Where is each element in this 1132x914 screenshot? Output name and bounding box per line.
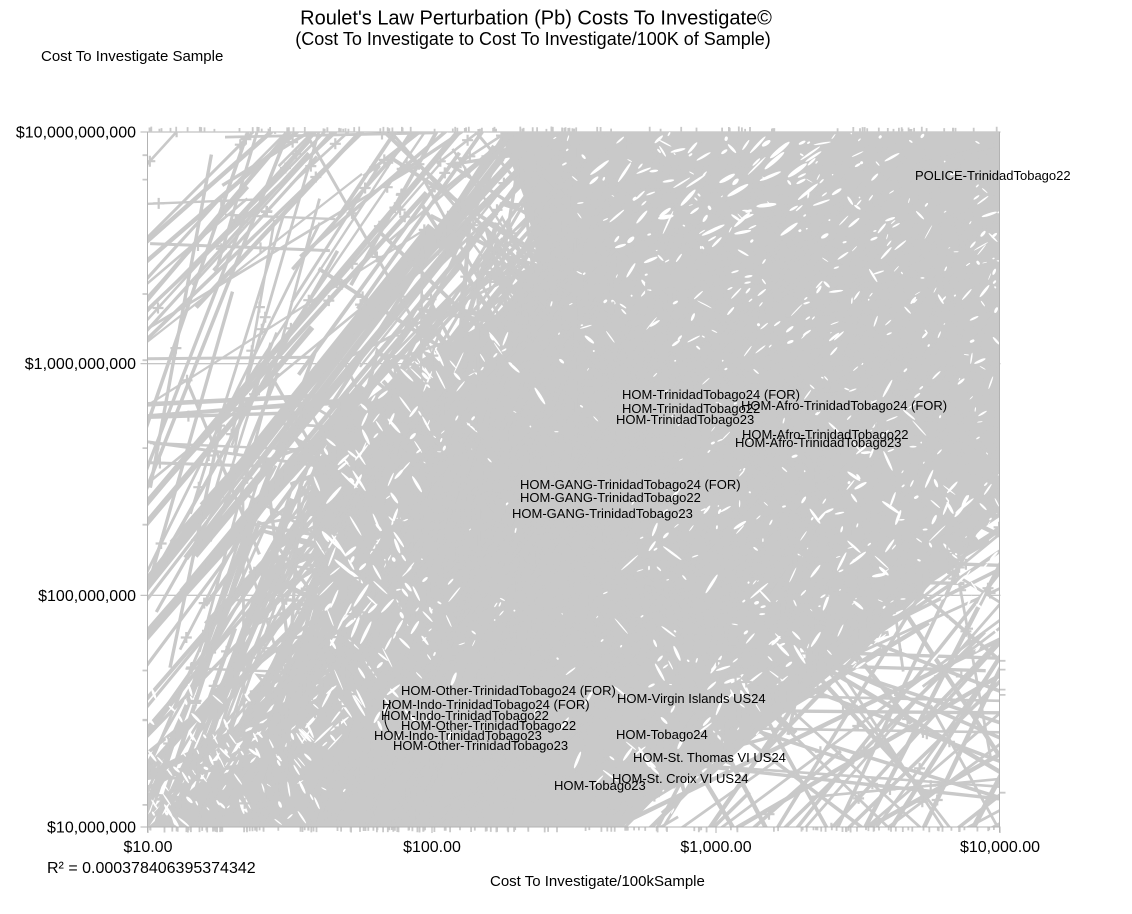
svg-text:Cost To Investigate/100kSample: Cost To Investigate/100kSample [490, 873, 705, 890]
svg-text:$100.00: $100.00 [403, 839, 461, 856]
svg-text:$10,000,000: $10,000,000 [47, 820, 136, 837]
svg-text:$1,000.00: $1,000.00 [680, 839, 751, 856]
svg-text:HOM-Afro-TrinidadTobago23: HOM-Afro-TrinidadTobago23 [735, 435, 901, 450]
svg-text:HOM-St. Thomas VI US24: HOM-St. Thomas VI US24 [633, 750, 786, 765]
svg-text:Roulet's Law Perturbation (Pb): Roulet's Law Perturbation (Pb) Costs To … [300, 8, 772, 30]
svg-text:HOM-GANG-TrinidadTobago23: HOM-GANG-TrinidadTobago23 [512, 506, 693, 521]
svg-text:POLICE-TrinidadTobago22: POLICE-TrinidadTobago22 [915, 168, 1071, 183]
svg-text:HOM-Virgin Islands US24: HOM-Virgin Islands US24 [617, 691, 766, 706]
svg-text:(Cost To Investigate to Cost T: (Cost To Investigate to Cost To Investig… [295, 29, 771, 49]
svg-text:HOM-TrinidadTobago23: HOM-TrinidadTobago23 [616, 412, 754, 427]
svg-text:HOM-GANG-TrinidadTobago22: HOM-GANG-TrinidadTobago22 [520, 490, 701, 505]
svg-text:$10.00: $10.00 [124, 839, 173, 856]
svg-text:R² = 0.000378406395374342: R² = 0.000378406395374342 [47, 860, 256, 877]
svg-text:HOM-Tobago23: HOM-Tobago23 [554, 778, 646, 793]
svg-text:HOM-Afro-TrinidadTobago24 (FOR: HOM-Afro-TrinidadTobago24 (FOR) [741, 398, 947, 413]
svg-text:$10,000.00: $10,000.00 [960, 839, 1040, 856]
svg-text:HOM-Other-TrinidadTobago24 (FO: HOM-Other-TrinidadTobago24 (FOR) [401, 683, 616, 698]
svg-text:$1,000,000,000: $1,000,000,000 [25, 356, 136, 373]
svg-text:$10,000,000,000: $10,000,000,000 [16, 125, 136, 142]
svg-text:Cost To Investigate Sample: Cost To Investigate Sample [41, 48, 223, 65]
svg-text:$100,000,000: $100,000,000 [38, 588, 136, 605]
svg-text:HOM-Tobago24: HOM-Tobago24 [616, 727, 708, 742]
svg-text:HOM-Other-TrinidadTobago23: HOM-Other-TrinidadTobago23 [393, 738, 568, 753]
